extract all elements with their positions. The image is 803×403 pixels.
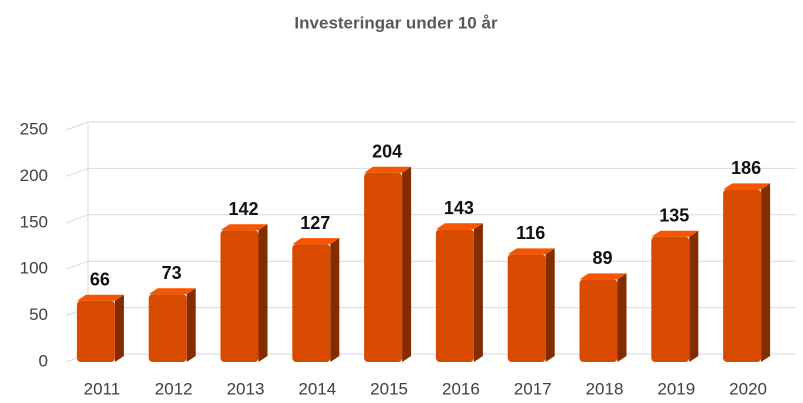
bar-front: [220, 230, 259, 362]
bar: [220, 224, 268, 362]
bar-front: [148, 294, 187, 362]
x-tick-label: 2012: [155, 379, 193, 398]
bar-side: [330, 238, 340, 362]
bar-top: [148, 288, 196, 295]
bar-side: [402, 166, 412, 362]
value-label: 116: [516, 223, 545, 243]
chart-title: Investeringar under 10 år: [294, 13, 498, 32]
bar-front: [651, 236, 690, 362]
x-tick-label: 2016: [442, 379, 480, 398]
bar-front: [292, 244, 331, 362]
value-label: 127: [300, 213, 330, 233]
bar: [651, 230, 699, 362]
bar-side: [617, 273, 627, 362]
x-tick-label: 2013: [227, 379, 265, 398]
bar-top: [435, 223, 483, 230]
bar-side: [114, 294, 124, 362]
value-label: 142: [228, 199, 258, 219]
y-tick-label: 100: [20, 259, 48, 278]
value-label: 89: [592, 248, 612, 268]
bar-top: [220, 224, 268, 231]
bar: [435, 223, 483, 362]
value-label: 186: [731, 158, 761, 178]
y-tick-label: 50: [29, 305, 48, 324]
bar-top: [579, 273, 627, 280]
bar-front: [76, 300, 115, 362]
bar-front: [435, 229, 474, 362]
x-tick-label: 2020: [729, 379, 767, 398]
bar-top: [364, 166, 412, 173]
grid-line: [65, 121, 796, 131]
bar-side: [689, 230, 699, 362]
bar: [579, 273, 627, 362]
bar-top: [76, 294, 124, 301]
bar-side: [473, 223, 483, 362]
bar: [76, 294, 124, 362]
x-tick-label: 2018: [586, 379, 624, 398]
x-tick-label: 2019: [657, 379, 695, 398]
bar: [723, 183, 771, 362]
x-tick-label: 2015: [370, 379, 408, 398]
bar-top: [723, 183, 771, 190]
bar-top: [651, 230, 699, 237]
bar-side: [186, 288, 196, 362]
y-tick-label: 150: [20, 212, 48, 231]
bar: [292, 238, 340, 362]
bar-front: [723, 189, 762, 362]
y-tick-label: 0: [39, 351, 48, 370]
x-tick-label: 2017: [514, 379, 552, 398]
value-label: 73: [162, 263, 182, 283]
bar-front: [507, 254, 546, 362]
bar-top: [507, 248, 555, 255]
bar-top: [292, 238, 340, 245]
value-label: 204: [372, 141, 402, 161]
bar-side: [761, 183, 771, 362]
bar-side: [258, 224, 268, 362]
bar-side: [545, 248, 555, 362]
x-tick-label: 2014: [298, 379, 336, 398]
value-label: 135: [659, 205, 689, 225]
bar: [148, 288, 196, 362]
grid-line: [65, 167, 796, 177]
grid-line: [65, 260, 796, 270]
x-tick-label: 2011: [84, 379, 121, 398]
bar: [507, 248, 555, 362]
y-tick-label: 250: [20, 119, 48, 138]
bar-front: [579, 279, 618, 362]
grid-line: [65, 214, 796, 224]
y-tick-label: 200: [20, 166, 48, 185]
bar-front: [364, 172, 403, 362]
value-label: 143: [444, 198, 474, 218]
bar: [364, 166, 412, 362]
value-label: 66: [90, 270, 110, 290]
